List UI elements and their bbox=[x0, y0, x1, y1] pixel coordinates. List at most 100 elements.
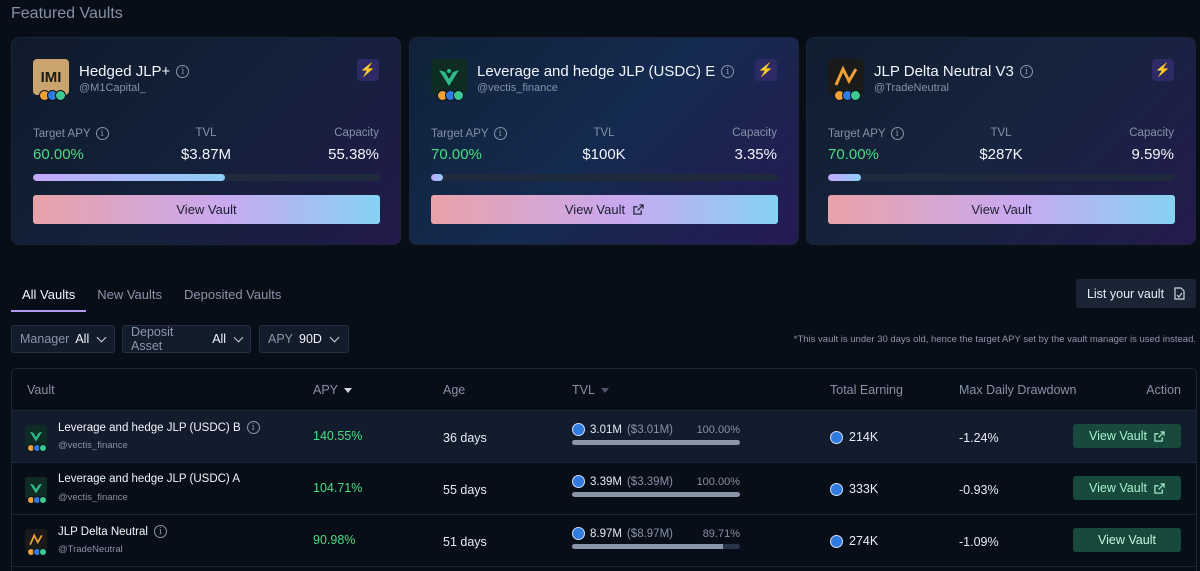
vault-name: JLP Delta Neutral bbox=[58, 525, 148, 538]
tvl-cell: 3.39M ($3.39M) 100.00% bbox=[572, 475, 740, 497]
total-earning-value: 274K bbox=[849, 534, 879, 548]
info-icon[interactable]: i bbox=[176, 65, 190, 78]
tvl-value: $287K bbox=[979, 146, 1023, 163]
vault-handle[interactable]: @vectis_finance bbox=[477, 82, 558, 94]
featured-vault-card-hedged-jlp[interactable]: IMI Hedged JLP+ i @M1Capital_ ⚡ Target AP… bbox=[11, 37, 401, 245]
chevron-down-icon bbox=[96, 332, 107, 342]
tvl-value: 8.97M bbox=[590, 527, 622, 540]
tvl-bar-fill bbox=[572, 492, 740, 497]
deposit-asset-filter-label: Deposit Asset bbox=[131, 325, 174, 353]
sort-desc-icon bbox=[344, 387, 353, 393]
info-icon[interactable]: i bbox=[721, 65, 735, 78]
info-icon[interactable]: i bbox=[493, 127, 507, 140]
vault-handle[interactable]: @TradeNeutral bbox=[874, 82, 949, 94]
target-apy-label: Target APY bbox=[431, 127, 489, 140]
featured-vault-card-jlp-delta-neutral-v3[interactable]: JLP Delta Neutral V3 i @TradeNeutral ⚡ Ta… bbox=[806, 37, 1196, 245]
header-total-earning: Total Earning bbox=[830, 383, 903, 397]
chevron-down-icon bbox=[233, 332, 244, 342]
view-vault-label: View Vault bbox=[564, 202, 626, 217]
tab-all-vaults[interactable]: All Vaults bbox=[11, 285, 87, 312]
tradeneutral-logo-icon bbox=[25, 529, 47, 551]
view-vault-label: View Vault bbox=[971, 202, 1032, 217]
lightning-icon: ⚡ bbox=[1152, 59, 1174, 81]
target-apy-value: 70.00% bbox=[431, 146, 482, 163]
external-link-icon bbox=[1154, 482, 1165, 494]
header-action: Action bbox=[1146, 383, 1181, 397]
vault-name: Hedged JLP+ bbox=[79, 63, 171, 80]
info-icon[interactable]: i bbox=[95, 127, 109, 140]
header-tvl[interactable]: TVL bbox=[572, 383, 609, 397]
header-max-daily-drawdown: Max Daily Drawdown bbox=[959, 383, 1077, 397]
usdc-icon bbox=[572, 423, 585, 436]
apy-value: 140.55% bbox=[313, 429, 363, 443]
external-link-icon bbox=[633, 204, 644, 215]
token-icons bbox=[27, 496, 47, 504]
vault-avatar bbox=[25, 529, 47, 556]
table-row[interactable]: JLP Delta Neutral i @TradeNeutral 90.98% … bbox=[12, 515, 1196, 567]
tab-new-vaults[interactable]: New Vaults bbox=[97, 287, 163, 302]
tvl-value: $3.87M bbox=[180, 146, 232, 163]
apy-filter[interactable]: APY 90D bbox=[259, 325, 349, 353]
usdc-icon bbox=[830, 430, 843, 444]
view-vault-button[interactable]: View Vault bbox=[33, 195, 380, 224]
info-icon[interactable]: i bbox=[246, 421, 260, 434]
tvl-value: $100K bbox=[582, 146, 626, 163]
view-vault-label: View Vault bbox=[176, 202, 237, 217]
capacity-bar bbox=[828, 174, 1175, 181]
vault-name: JLP Delta Neutral V3 bbox=[874, 63, 1014, 80]
view-vault-button[interactable]: View Vault bbox=[431, 195, 778, 224]
tvl-bar-fill bbox=[572, 544, 723, 549]
vectis-logo-icon bbox=[431, 59, 467, 95]
drawdown-value: -0.93% bbox=[959, 483, 999, 497]
view-vault-button[interactable]: View Vault bbox=[1073, 424, 1181, 448]
view-vault-button[interactable]: View Vault bbox=[1073, 528, 1181, 552]
capacity-fill bbox=[33, 174, 226, 181]
token-icons bbox=[834, 90, 861, 101]
view-vault-button[interactable]: View Vault bbox=[1073, 476, 1181, 500]
deposit-asset-filter-value: All bbox=[212, 332, 227, 346]
token-icons bbox=[437, 90, 464, 101]
capacity-bar bbox=[33, 174, 380, 181]
total-earning-value: 214K bbox=[849, 430, 879, 444]
vaults-table: Vault APY Age TVL Total Earning Max Dail… bbox=[11, 368, 1197, 571]
vectis-logo-icon bbox=[25, 425, 47, 447]
featured-vault-card-leverage-hedge-e[interactable]: Leverage and hedge JLP (USDC) E i @vectis… bbox=[409, 37, 799, 245]
target-apy-label: Target APY bbox=[828, 127, 886, 140]
vault-handle[interactable]: @vectis_finance bbox=[58, 440, 128, 451]
tab-deposited-vaults[interactable]: Deposited Vaults bbox=[184, 287, 282, 302]
capacity-label: Capacity bbox=[732, 127, 777, 139]
lightning-icon: ⚡ bbox=[755, 59, 777, 81]
capacity-label: Capacity bbox=[1129, 127, 1174, 139]
external-link-icon bbox=[1154, 430, 1165, 442]
list-your-vault-label: List your vault bbox=[1086, 286, 1165, 301]
lightning-icon: ⚡ bbox=[357, 59, 379, 81]
info-icon[interactable]: i bbox=[153, 525, 167, 538]
vault-name: Leverage and hedge JLP (USDC) B bbox=[58, 421, 241, 434]
apy-filter-value: 90D bbox=[299, 332, 322, 346]
info-icon[interactable]: i bbox=[1019, 65, 1033, 78]
tradeneutral-logo-icon bbox=[828, 59, 864, 95]
info-icon[interactable]: i bbox=[890, 127, 904, 140]
capacity-fill bbox=[828, 174, 862, 181]
tvl-label: TVL bbox=[990, 127, 1012, 139]
tvl-value: 3.39M bbox=[590, 475, 622, 488]
tvl-bar bbox=[572, 440, 740, 445]
deposit-asset-filter[interactable]: Deposit Asset All bbox=[122, 325, 251, 353]
manager-filter-label: Manager bbox=[20, 332, 70, 346]
featured-vaults-title: Featured Vaults bbox=[11, 5, 123, 22]
table-row[interactable]: Leverage and hedge JLP (USDC) A @vectis_… bbox=[12, 463, 1196, 515]
vault-name: Leverage and hedge JLP (USDC) E bbox=[477, 63, 716, 80]
token-icons bbox=[27, 548, 47, 556]
manager-filter[interactable]: Manager All bbox=[11, 325, 115, 353]
vault-handle[interactable]: @vectis_finance bbox=[58, 492, 128, 503]
view-vault-button[interactable]: View Vault bbox=[828, 195, 1175, 224]
header-apy[interactable]: APY bbox=[313, 383, 353, 397]
tvl-bar bbox=[572, 544, 740, 549]
list-your-vault-button[interactable]: List your vault bbox=[1076, 279, 1196, 308]
tvl-label: TVL bbox=[593, 127, 615, 139]
vault-handle[interactable]: @M1Capital_ bbox=[79, 82, 146, 94]
vault-handle[interactable]: @TradeNeutral bbox=[58, 544, 123, 555]
vault-avatar bbox=[25, 425, 47, 452]
table-row[interactable]: Leverage and hedge JLP (USDC) B i @vectis… bbox=[12, 411, 1196, 463]
apy-value: 104.71% bbox=[313, 481, 363, 495]
